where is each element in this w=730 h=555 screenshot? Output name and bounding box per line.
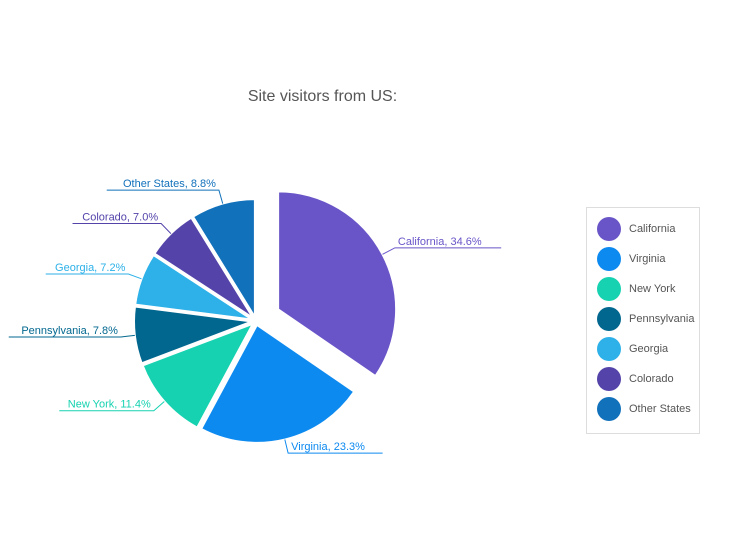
pie-slice-pennsylvania[interactable] — [133, 305, 253, 365]
legend-label: Other States — [629, 403, 691, 415]
legend-label: Colorado — [629, 373, 674, 385]
legend-item[interactable]: Colorado — [587, 364, 699, 394]
legend-marker-icon — [597, 337, 621, 361]
pie-chart: California, 34.6% Virginia, 23.3% New York… — [8, 178, 502, 454]
legend-marker-icon — [597, 397, 621, 421]
chart-title: Site visitors from US: — [247, 88, 398, 105]
legend-marker-icon — [597, 367, 621, 391]
data-label: Colorado, 7.0% — [82, 212, 158, 224]
legend-item[interactable]: California — [587, 214, 699, 244]
legend: California Virginia New York Pennsylvania Ge… — [586, 207, 700, 434]
leader-line — [382, 247, 502, 255]
pie-slice-other-states[interactable] — [191, 198, 256, 321]
data-label: Georgia, 7.2% — [55, 262, 126, 274]
data-label: Other States, 8.8% — [123, 178, 216, 190]
legend-marker-icon — [597, 247, 621, 271]
data-label: Virginia, 23.3% — [291, 441, 365, 453]
legend-label: Virginia — [629, 253, 666, 265]
legend-marker-icon — [597, 307, 621, 331]
leader-line — [284, 439, 383, 454]
legend-item[interactable]: New York — [587, 274, 699, 304]
legend-marker-icon — [597, 277, 621, 301]
legend-label: California — [629, 223, 676, 235]
leader-line — [59, 401, 165, 412]
legend-label: New York — [629, 283, 676, 295]
legend-marker-icon — [597, 217, 621, 241]
leader-line — [45, 273, 142, 280]
legend-label: Georgia — [629, 343, 669, 355]
legend-item[interactable]: Georgia — [587, 334, 699, 364]
pie-slice-new-york[interactable] — [141, 321, 256, 429]
leader-line — [106, 189, 224, 204]
data-label: California, 34.6% — [398, 236, 482, 248]
legend-label: Pennsylvania — [629, 313, 695, 325]
legend-item[interactable]: Other States — [587, 394, 699, 424]
legend-item[interactable]: Pennsylvania — [587, 304, 699, 334]
pie-slice-colorado[interactable] — [153, 216, 255, 319]
leader-line — [8, 334, 135, 338]
data-label: Pennsylvania, 7.8% — [21, 325, 118, 337]
legend-item[interactable]: Virginia — [587, 244, 699, 274]
pie-slice-california[interactable] — [277, 190, 398, 378]
leader-line — [72, 223, 172, 234]
data-label: New York, 11.4% — [68, 399, 151, 411]
